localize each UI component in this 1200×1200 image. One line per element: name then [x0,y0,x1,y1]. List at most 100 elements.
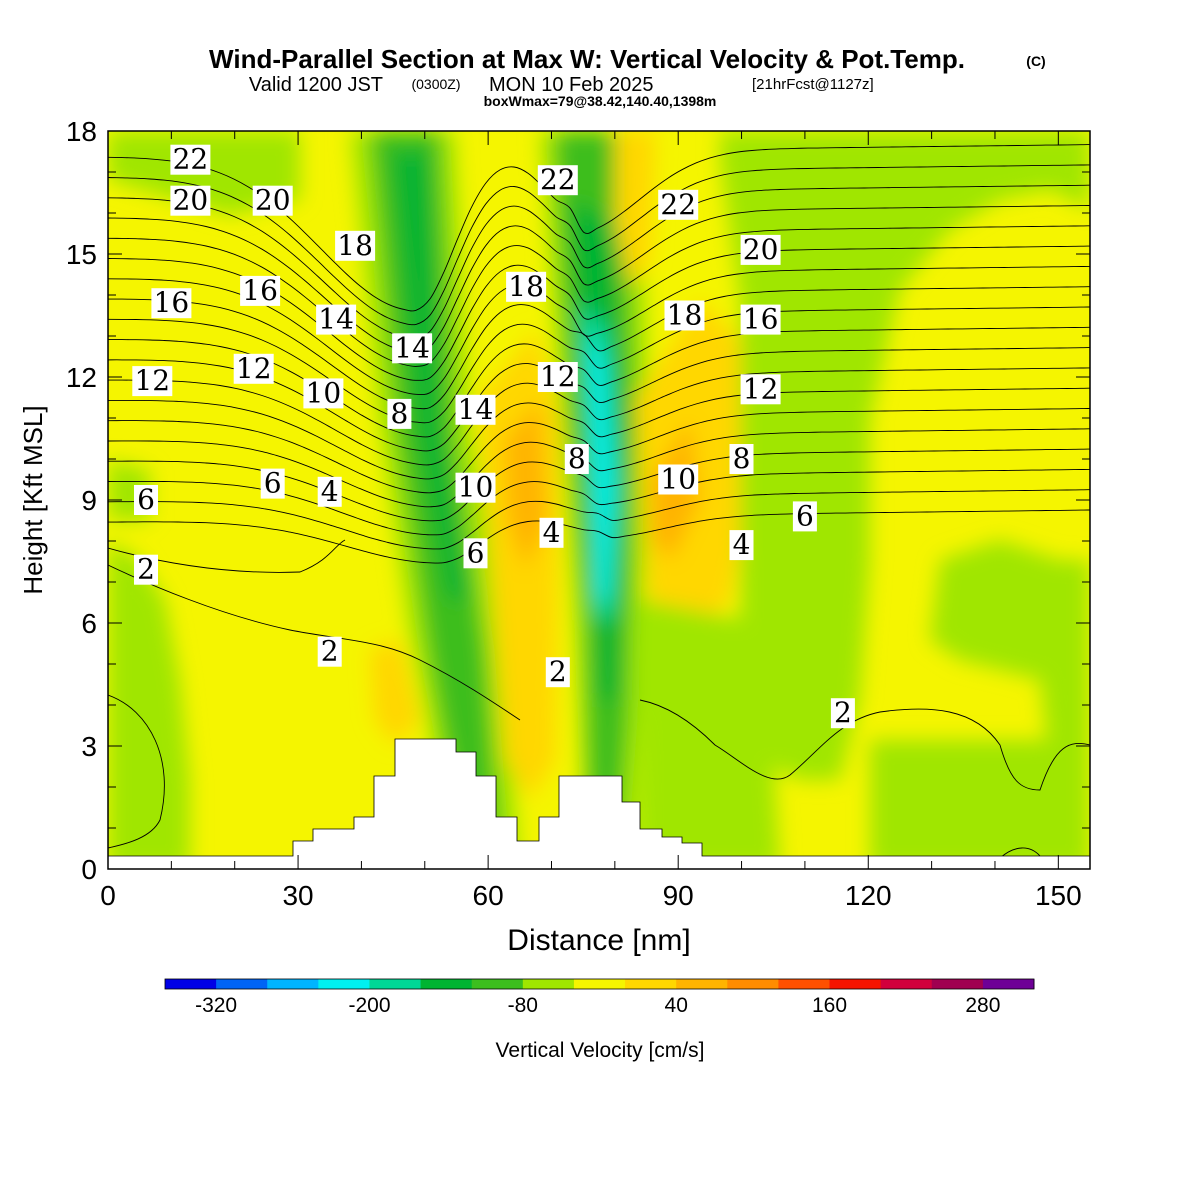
contour-label: 18 [664,299,705,332]
chart-subtitle-zulu: (0300Z) [411,76,460,92]
x-tick-label: 150 [1035,880,1082,911]
contour-line [108,367,1090,466]
contour-label-text: 6 [137,483,155,516]
contour-label-text: 14 [394,331,430,364]
contour-label-text: 4 [543,516,561,549]
colorbar-swatch [676,979,728,989]
contour-label: 6 [792,499,817,532]
contour-label: 14 [392,331,433,364]
contour-label-text: 2 [137,553,155,586]
colorbar-swatch [471,979,524,989]
contour-label-text: 4 [733,528,751,561]
colorbar-swatch [165,979,217,989]
x-tick-label: 0 [100,880,116,911]
colorbar-swatch [880,979,933,989]
contour-label-text: 22 [660,188,696,221]
band-right-lower [870,740,1090,869]
colorbar-swatch [420,979,473,989]
contour-label: 10 [455,471,496,504]
contour-label: 14 [455,393,496,426]
colorbar-swatch [216,979,268,989]
contour-label-text: 20 [743,233,779,266]
contour-label: 10 [303,376,344,409]
colorbar-border [164,978,1035,990]
contour-label-text: 12 [236,352,272,385]
contour-line [108,428,1090,508]
contour-label-text: 6 [796,499,814,532]
y-axis-label: Height [Kft MSL] [18,405,48,594]
contour-label: 12 [740,372,781,405]
contour-label-text: 6 [264,467,282,500]
contour-line [108,164,1090,326]
contour-label: 2 [830,696,855,729]
contour-line [108,694,165,849]
contour-label-text: 18 [337,229,373,262]
contour-label-text: 14 [318,303,354,336]
contour-label: 6 [260,467,285,500]
contour-label: 12 [537,360,578,393]
contour-line [108,225,1090,367]
contour-label: 4 [317,475,342,508]
y-tick-label: 9 [81,485,97,516]
contour-label: 14 [316,303,357,336]
terrain [108,738,1090,869]
contour-line [108,489,1090,550]
y-tick-label: 6 [81,608,97,639]
contour-label-text: 12 [540,360,576,393]
axis-ticks: 0 30 60 90 120 150 0 3 6 9 12 15 18 [66,116,1090,911]
contour-label-text: 12 [743,372,779,405]
contour-line [108,509,1090,564]
contour-label-text: 10 [306,376,342,409]
x-tick-label: 60 [473,880,504,911]
band-trough-2-max [588,330,614,600]
y-tick-label: 0 [81,854,97,885]
contour-label: 4 [539,516,564,549]
contour-label: 20 [252,184,293,217]
contour-label-text: 12 [134,364,170,397]
contour-line [108,184,1090,340]
contour-label-text: 18 [508,270,544,303]
contour-label: 18 [506,270,547,303]
colorbar-label: Vertical Velocity [cm/s] [496,1039,705,1062]
contour-label: 8 [729,442,754,475]
contour-label: 8 [564,442,589,475]
contour-line [108,286,1090,410]
contour-label: 16 [151,286,192,319]
chart-subtitle-box: boxWmax=79@38.42,140.40,1398m [484,93,717,109]
x-tick-label: 30 [282,880,313,911]
colorbar-tick-label: -80 [508,994,538,1017]
contour-label-text: 20 [255,184,291,217]
chart-subtitle-fcst: [21hrFcst@1127z] [752,76,874,93]
colorbar-swatch [522,979,575,989]
colorbar-swatch [982,979,1035,989]
contour-line [108,265,1090,395]
colorbar-swatch [267,979,319,989]
band-ridge-top [615,131,655,290]
contour-label: 8 [387,397,412,430]
contour-line [108,306,1090,424]
band-right-1 [720,131,1090,780]
contour-line [108,408,1090,494]
contour-line [108,564,521,721]
contour-label: 18 [335,229,376,262]
colorbar-swatch [778,979,831,989]
contour-label: 2 [134,553,158,586]
x-tick-label: 90 [663,880,694,911]
contour-label: 4 [729,528,754,561]
band-left-low [108,540,190,869]
contour-label-text: 18 [667,299,703,332]
contour-label-text: 2 [549,655,567,688]
contour-line [108,326,1090,438]
colorbar-tick-label: 40 [665,994,688,1017]
contour-line [108,205,1090,353]
contour-line [639,699,1090,791]
contour-label: 6 [463,536,488,569]
contour-label-text: 16 [743,303,779,336]
chart-subtitle-main: Valid 1200 JST [249,74,383,96]
contour-label-text: 10 [458,471,494,504]
vertical-velocity-fill [108,131,1090,869]
colorbar-swatch [829,979,882,989]
